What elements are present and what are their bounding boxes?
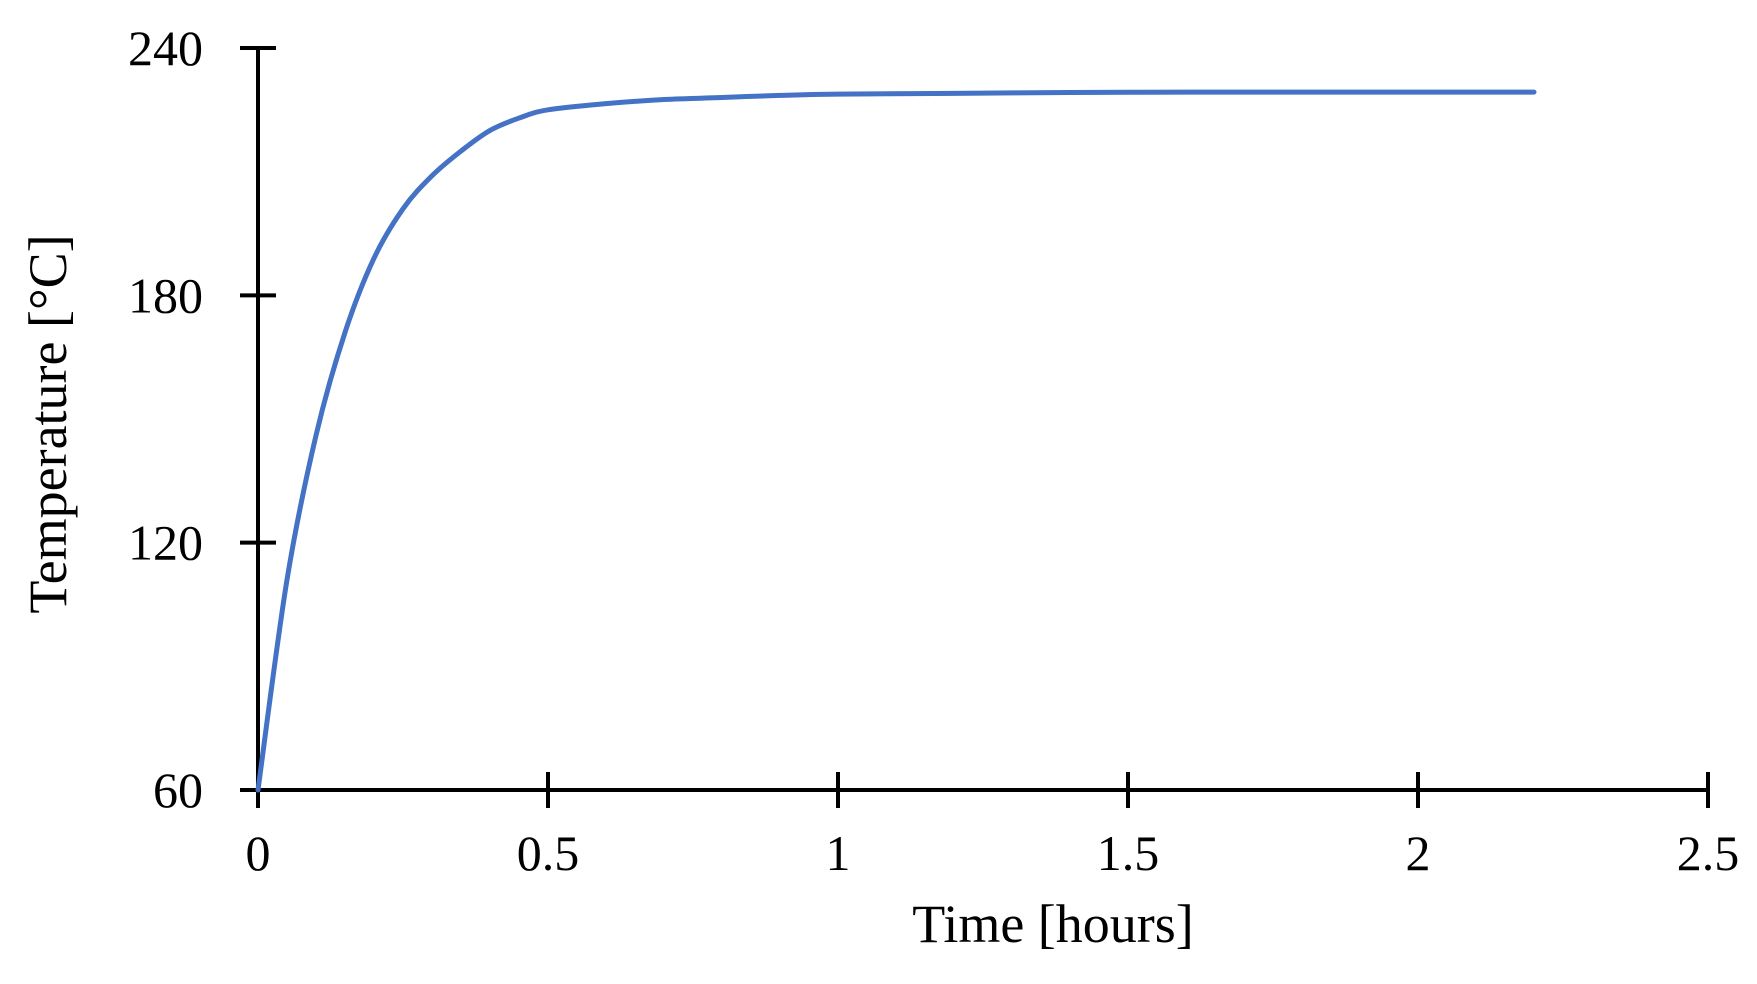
series-line (255, 89, 1537, 793)
x-tick-label: 2.5 (1677, 825, 1740, 881)
x-tick-label: 0 (246, 825, 271, 881)
y-tick-label: 180 (128, 267, 203, 323)
labels: Time [hours] Temperature [°C] (18, 234, 1194, 954)
y-axis-title: Temperature [°C] (18, 234, 78, 613)
x-axis-title: Time [hours] (912, 894, 1194, 954)
x-tick-label: 2 (1406, 825, 1431, 881)
x-tick-label: 1.5 (1097, 825, 1160, 881)
y-tick-label: 240 (128, 20, 203, 76)
series-layer (255, 89, 1537, 793)
y-tick-label: 120 (128, 515, 203, 571)
y-tick-label: 60 (153, 762, 203, 818)
x-tick-label: 0.5 (517, 825, 580, 881)
axes: 0 0.5 1 1.5 2 2.5 60 120 180 240 (128, 20, 1739, 881)
x-tick-label: 1 (826, 825, 851, 881)
